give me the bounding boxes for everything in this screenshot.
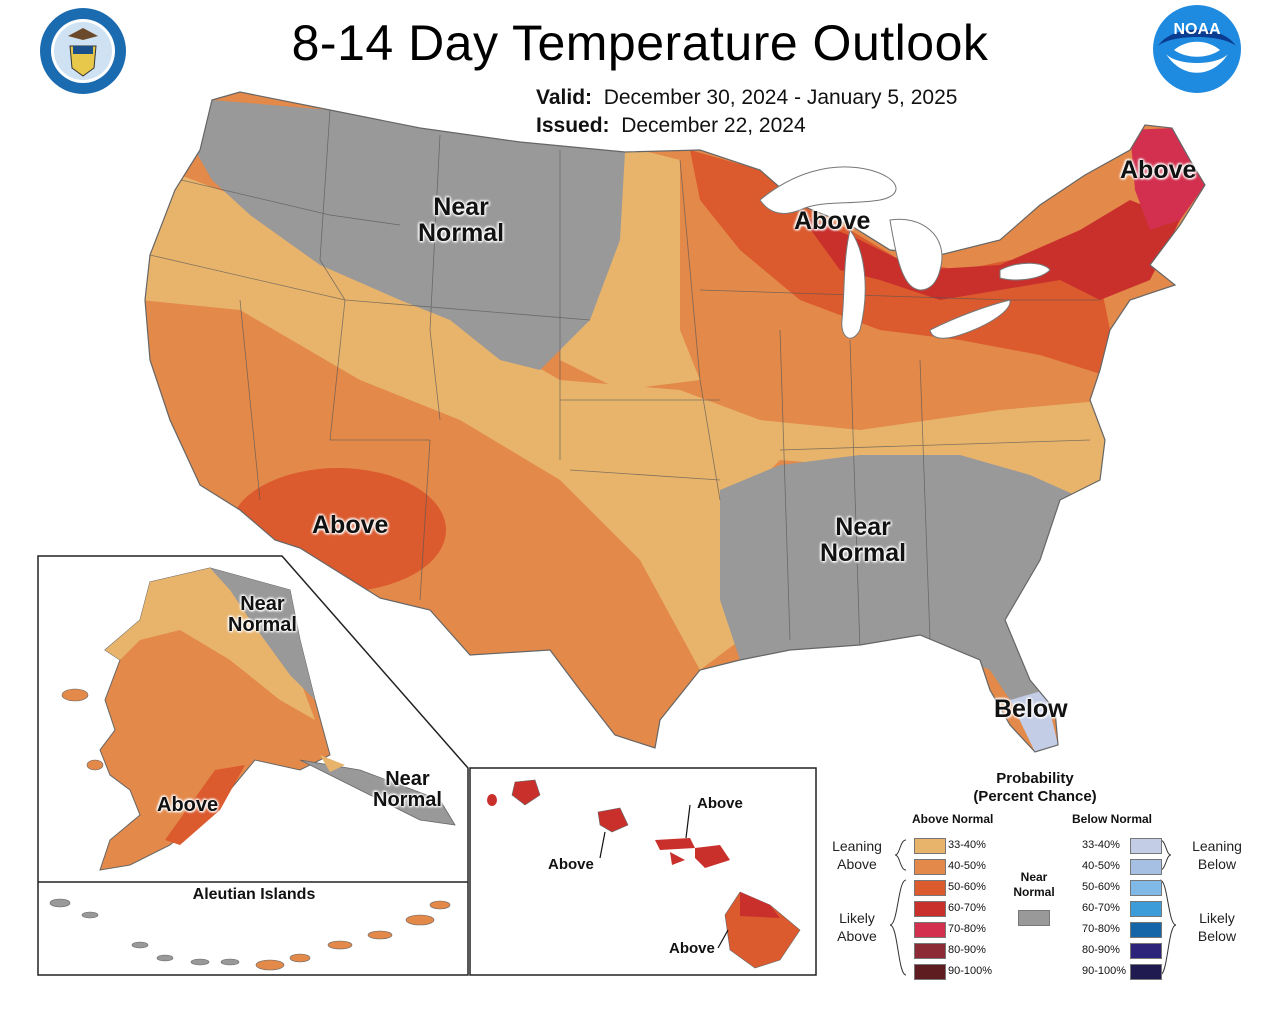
legend-below-header: Below Normal [1072, 812, 1153, 826]
commerce-seal-icon [40, 8, 126, 94]
florida-below-label: Below [994, 695, 1068, 723]
issued-value: December 22, 2024 [621, 114, 806, 137]
legend-below-swatch-5 [1130, 922, 1162, 938]
map-title: 8-14 Day Temperature Outlook [291, 15, 989, 71]
svg-text:NOAA: NOAA [1173, 21, 1221, 38]
valid-value: December 30, 2024 - January 5, 2025 [603, 86, 958, 109]
legend-below-label-4: 60-70% [1082, 902, 1120, 914]
legend-above-swatch-7 [914, 964, 946, 980]
noaa-logo-icon: NOAA [1153, 5, 1241, 93]
legend-below-swatch-1 [1130, 838, 1162, 854]
legend-below-swatch-7 [1130, 964, 1162, 980]
legend-above-label-6: 80-90% [948, 944, 986, 956]
se-near-normal-label: Near Normal [820, 514, 906, 567]
legend-above-label-1: 33-40% [948, 839, 986, 851]
leaning-below-line2: Below [1197, 855, 1237, 872]
ak-near-line2: Normal [228, 614, 297, 636]
great-lakes-above-label: Above [794, 207, 871, 235]
legend-leaning-above: Leaning Above [826, 838, 888, 873]
valid-label: Valid: [536, 86, 593, 109]
ak-se-near-normal-label: Near Normal [373, 769, 442, 811]
ak-se-near-line2: Normal [373, 789, 442, 811]
legend-below-swatch-3 [1130, 880, 1162, 896]
legend-near-line2: Normal [1013, 885, 1055, 899]
likely-above-line2: Above [837, 927, 877, 944]
hi-above-label-1: Above [697, 795, 743, 812]
legend-below-label-2: 40-50% [1082, 860, 1120, 872]
ak-near-line1: Near [240, 593, 285, 615]
hi-above-label-3: Above [669, 940, 715, 957]
issued-label: Issued: [536, 114, 610, 137]
legend-above-label-2: 40-50% [948, 860, 986, 872]
alaska-inset [37, 555, 469, 976]
legend-above-header: Above Normal [912, 812, 994, 826]
legend-near-line1: Near [1020, 870, 1048, 884]
legend-above-swatch-5 [914, 922, 946, 938]
likely-above-line1: Likely [839, 910, 875, 926]
southwest-above-label: Above [312, 511, 389, 539]
legend-below-swatch-6 [1130, 943, 1162, 959]
leaning-below-line1: Leaning [1192, 838, 1242, 854]
legend-below-label-3: 50-60% [1082, 881, 1120, 893]
hi-above-label-2: Above [548, 856, 594, 873]
legend-above-label-7: 90-100% [948, 965, 993, 977]
legend-below-swatch-4 [1130, 901, 1162, 917]
near-normal-nw [195, 100, 625, 370]
legend-below-swatch-2 [1130, 859, 1162, 875]
legend-above-label-4: 60-70% [948, 902, 986, 914]
legend-above-swatch-1 [914, 838, 946, 854]
nw-near-line1: Near [433, 193, 489, 221]
legend-title: Probability (Percent Chance) [940, 770, 1130, 806]
legend-above-label-3: 50-60% [948, 881, 986, 893]
valid-dates: Valid: December 30, 2024 - January 5, 20… [536, 86, 957, 110]
near-normal-se [720, 455, 1075, 700]
se-near-line2: Normal [820, 539, 907, 568]
se-near-line1: Near [835, 513, 891, 541]
legend-above-swatch-3 [914, 880, 946, 896]
issued-date: Issued: December 22, 2024 [536, 114, 806, 138]
legend-braces [889, 839, 1177, 976]
legend-title-line2: (Percent Chance) [973, 788, 1097, 805]
legend-title-line1: Probability [996, 770, 1074, 787]
ak-above-label: Above [157, 794, 219, 816]
legend-below-label-7: 90-100% [1082, 965, 1127, 977]
legend-below-label-6: 80-90% [1082, 944, 1120, 956]
nw-near-normal-label: Near Normal [418, 194, 504, 247]
leaning-above-line2: Above [837, 855, 877, 872]
legend-above-swatch-2 [914, 859, 946, 875]
aleutian-islands-title: Aleutian Islands [192, 886, 316, 903]
great-lakes [759, 166, 1051, 339]
legend-above-label-5: 70-80% [948, 923, 986, 935]
below-normal-fl [1010, 690, 1058, 752]
legend-above-swatch-6 [914, 943, 946, 959]
legend-above-swatch-4 [914, 901, 946, 917]
hawaii-inset [469, 767, 817, 976]
legend-near-swatch [1018, 910, 1050, 926]
likely-below-line1: Likely [1199, 910, 1235, 926]
legend-near-header: Near Normal [1008, 870, 1060, 900]
legend-below-label-5: 70-80% [1082, 923, 1120, 935]
leaning-above-line1: Leaning [832, 838, 882, 854]
legend-below-label-1: 33-40% [1082, 839, 1120, 851]
legend-likely-below: Likely Below [1184, 910, 1250, 945]
nw-near-line2: Normal [418, 219, 505, 248]
above-60-70-ne [800, 200, 1180, 300]
northeast-above-label: Above [1120, 156, 1197, 184]
ak-near-normal-label: Near Normal [228, 594, 297, 636]
likely-below-line2: Below [1197, 927, 1237, 944]
ak-se-near-line1: Near [385, 768, 430, 790]
legend-likely-above: Likely Above [826, 910, 888, 945]
legend-leaning-below: Leaning Below [1184, 838, 1250, 873]
